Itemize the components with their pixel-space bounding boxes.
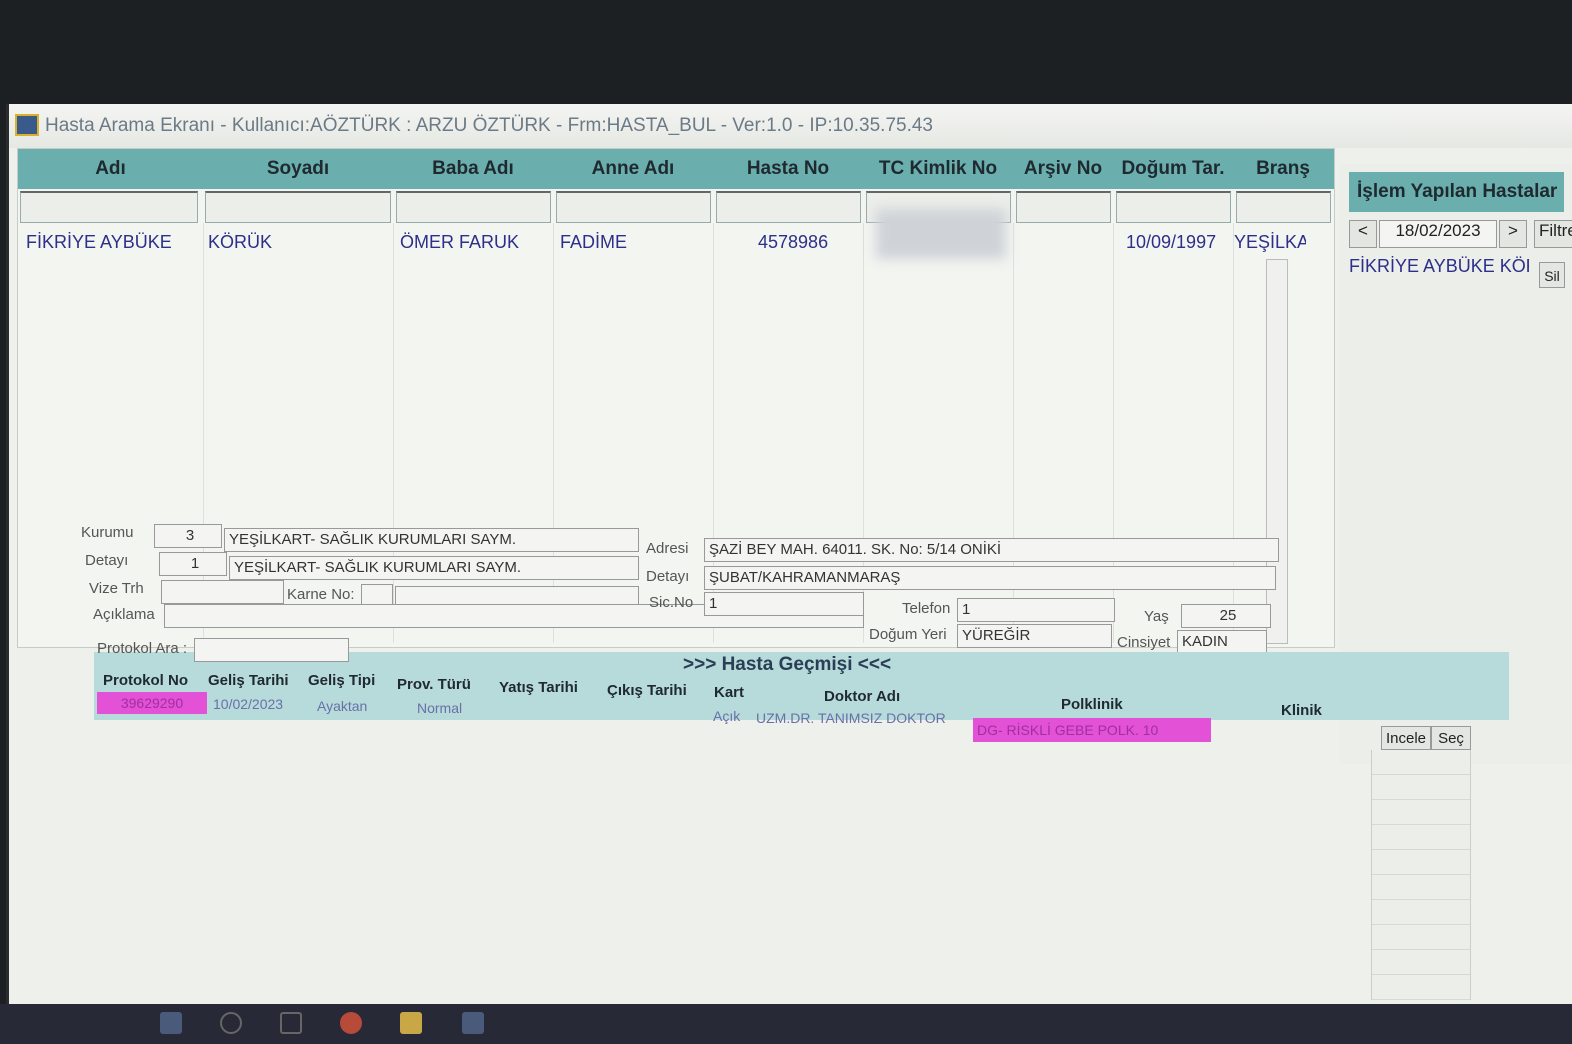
filter-button[interactable]: Filtre: [1534, 220, 1572, 248]
detayi-label: Detayı: [85, 552, 129, 569]
yas-field[interactable]: 25: [1181, 604, 1271, 628]
history-doktor[interactable]: UZM.DR. TANIMSIZ DOKTOR: [756, 710, 946, 726]
filter-arsiv-no[interactable]: [1016, 191, 1111, 223]
hcol-doktor[interactable]: Doktor Adı: [824, 688, 901, 705]
folder-icon[interactable]: [400, 1012, 422, 1034]
prev-date-button[interactable]: <: [1349, 220, 1377, 248]
delete-button[interactable]: Sil: [1539, 262, 1565, 288]
adres-detay-field[interactable]: ŞUBAT/KAHRAMANMARAŞ: [704, 566, 1276, 590]
cinsiyet-field[interactable]: KADIN: [1177, 630, 1267, 654]
history-kart[interactable]: Açık: [713, 708, 741, 724]
hcol-kart[interactable]: Kart: [714, 684, 745, 701]
dogum-yeri-field[interactable]: YÜREĞİR: [957, 624, 1112, 648]
col-anne-adi[interactable]: Anne Adı: [591, 158, 675, 179]
hcol-protokol[interactable]: Protokol No: [103, 672, 188, 689]
kurumu-code[interactable]: 3: [154, 524, 222, 548]
vize-field[interactable]: [161, 580, 284, 604]
telefon-label: Telefon: [902, 600, 951, 617]
kurumu-label: Kurumu: [81, 524, 134, 541]
hcol-cikis-tarihi[interactable]: Çıkış Tarihi: [607, 682, 687, 699]
adres-detay-label: Detayı: [646, 568, 690, 585]
telefon-field[interactable]: 1: [957, 598, 1115, 622]
filter-brans[interactable]: [1236, 191, 1331, 223]
dogum-yeri-label: Doğum Yeri: [869, 626, 947, 643]
yas-label: Yaş: [1144, 608, 1169, 625]
col-dogum-tar[interactable]: Doğum Tar.: [1121, 158, 1225, 179]
history-protokol-no[interactable]: 39629290: [97, 692, 207, 714]
hcol-poliklinik[interactable]: Polklinik: [1061, 696, 1123, 713]
app-icon: [15, 114, 39, 136]
history-prov-turu[interactable]: Normal: [417, 700, 463, 716]
vize-label: Vize Trh: [89, 580, 144, 597]
sicno-label: Sic.No: [649, 594, 694, 611]
filter-baba-adi[interactable]: [396, 191, 551, 223]
sec-header[interactable]: Seç: [1431, 726, 1471, 750]
cell-adi[interactable]: FİKRİYE AYBÜKE: [26, 232, 172, 252]
hcol-gelis-tipi[interactable]: Geliş Tipi: [308, 672, 376, 689]
filter-hasta-no[interactable]: [716, 191, 861, 223]
filter-soyadi[interactable]: [205, 191, 391, 223]
hcol-prov-turu[interactable]: Prov. Türü: [397, 676, 471, 693]
search-icon[interactable]: [220, 1012, 242, 1034]
action-column: [1371, 750, 1471, 1000]
filter-adi[interactable]: [20, 191, 198, 223]
filter-dogum-tar[interactable]: [1116, 191, 1231, 223]
kurumu-name[interactable]: YEŞİLKART- SAĞLIK KURUMLARI SAYM.: [224, 528, 639, 552]
protokol-ara-label: Protokol Ara :: [97, 640, 188, 657]
detayi-name[interactable]: YEŞİLKART- SAĞLIK KURUMLARI SAYM.: [229, 556, 639, 580]
col-baba-adi[interactable]: Baba Adı: [432, 158, 514, 179]
grid-header: [18, 149, 1334, 189]
col-soyadi[interactable]: Soyadı: [266, 158, 330, 179]
cinsiyet-label: Cinsiyet: [1117, 634, 1171, 651]
tc-kimlik-redacted: [876, 209, 1006, 259]
col-adi[interactable]: Adı: [95, 158, 126, 179]
aciklama-label: Açıklama: [93, 606, 155, 623]
cell-baba-adi[interactable]: ÖMER FARUK: [400, 232, 520, 252]
history-gelis-tipi[interactable]: Ayaktan: [317, 698, 368, 714]
cell-hasta-no[interactable]: 4578986: [758, 232, 829, 252]
history-gelis-tarihi[interactable]: 10/02/2023: [213, 696, 284, 712]
chrome-icon[interactable]: [340, 1012, 362, 1034]
task-view-icon[interactable]: [280, 1012, 302, 1034]
panel-title: İşlem Yapılan Hastalar: [1349, 172, 1564, 212]
protokol-ara-input[interactable]: [194, 638, 349, 662]
adres-label: Adresi: [646, 540, 689, 557]
patient-search-window: Hasta Arama Ekranı - Kullanıcı:AÖZTÜRK :…: [6, 104, 1572, 1004]
next-date-button[interactable]: >: [1499, 220, 1527, 248]
karne-label: Karne No:: [287, 586, 355, 603]
col-tc-kimlik[interactable]: TC Kimlik No: [878, 158, 998, 179]
history-band: [94, 652, 1509, 720]
col-hasta-no[interactable]: Hasta No: [746, 158, 830, 179]
processed-patient-item[interactable]: FİKRİYE AYBÜKE KÖRÜ: [1349, 256, 1529, 276]
taskbar: [0, 1004, 1572, 1044]
incele-header[interactable]: Incele: [1381, 726, 1431, 750]
adres-field[interactable]: ŞAZİ BEY MAH. 64011. SK. No: 5/14 ONİKİ: [704, 538, 1279, 562]
cell-anne-adi[interactable]: FADİME: [560, 232, 628, 252]
col-brans[interactable]: Branş: [1256, 158, 1310, 179]
date-field[interactable]: 18/02/2023: [1379, 220, 1497, 248]
history-title: >>> Hasta Geçmişi <<<: [683, 654, 892, 675]
hcol-gelis-tarihi[interactable]: Geliş Tarihi: [208, 672, 289, 689]
hcol-klinik[interactable]: Klinik: [1281, 702, 1322, 719]
history-poliklinik[interactable]: DG- RİSKLİ GEBE POLK. 10: [973, 718, 1211, 742]
sicno-field[interactable]: 1: [704, 592, 864, 616]
start-icon[interactable]: [160, 1012, 182, 1034]
title-bar: Hasta Arama Ekranı - Kullanıcı:AÖZTÜRK :…: [9, 104, 1572, 148]
app-taskbar-icon[interactable]: [462, 1012, 484, 1034]
filter-anne-adi[interactable]: [556, 191, 711, 223]
cell-brans[interactable]: YEŞİLKA: [1234, 232, 1306, 252]
detayi-code[interactable]: 1: [159, 552, 227, 576]
hcol-yatis-tarihi[interactable]: Yatış Tarihi: [499, 679, 578, 696]
cell-soyadi[interactable]: KÖRÜK: [208, 232, 273, 252]
cell-dogum-tar[interactable]: 10/09/1997: [1126, 232, 1217, 252]
col-arsiv-no[interactable]: Arşiv No: [1023, 158, 1103, 179]
